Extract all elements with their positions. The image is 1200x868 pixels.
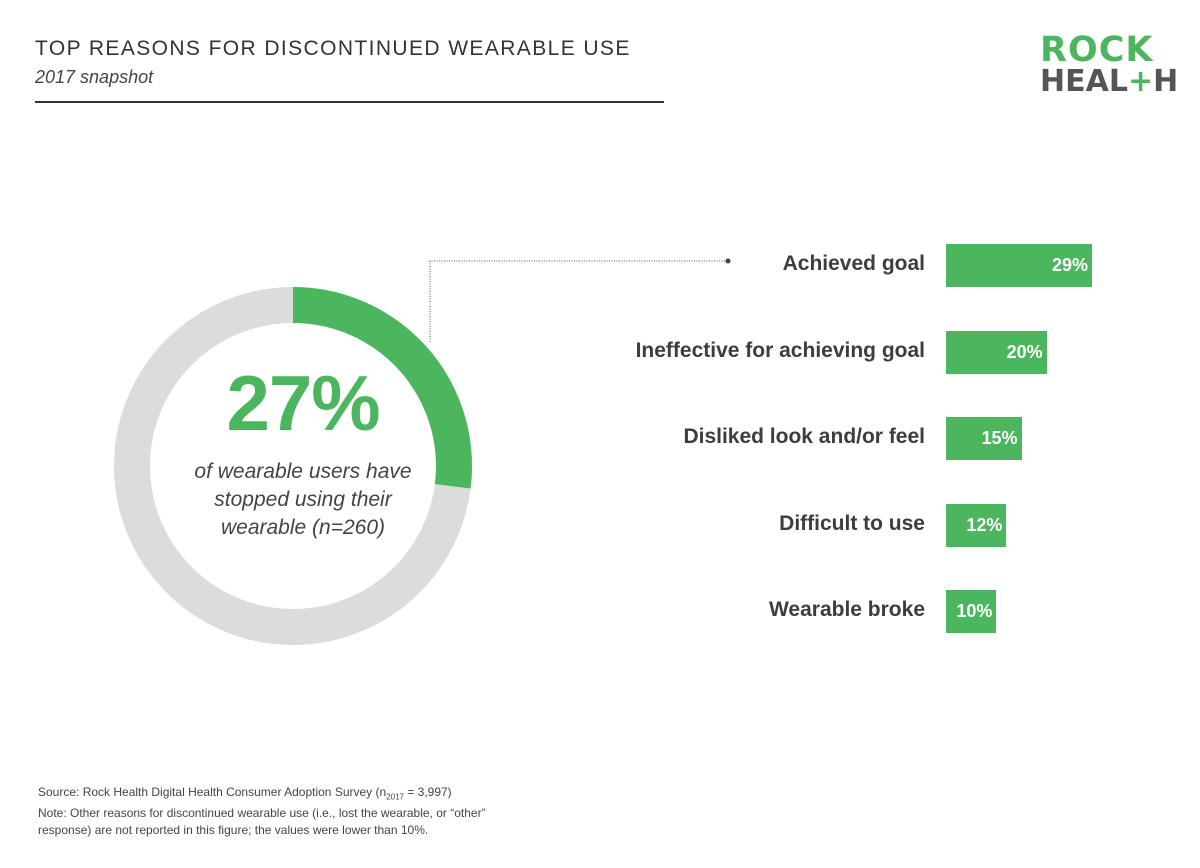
chart-title: TOP REASONS FOR DISCONTINUED WEARABLE US… [35,37,631,60]
logo-health-text: HEAL+H [1040,64,1178,99]
bar-value-label: 10% [956,601,993,621]
bar-label: Wearable broke [768,598,925,621]
donut-caption: of wearable users have stopped using the… [163,458,443,542]
logo-rock-text: ROCK [1040,30,1154,70]
source-text-end: = 3,997) [403,785,452,799]
source-text: Source: Rock Health Digital Health Consu… [38,785,387,799]
note-line: Note: Other reasons for discontinued wea… [38,806,486,821]
bar: 10% [946,590,997,633]
logo-plus-icon: + [1127,64,1154,99]
donut-percentage: 27% [226,359,380,447]
bar-value-label: 29% [1051,255,1088,275]
bar: 20% [946,330,1047,374]
bar-label: Achieved goal [782,252,925,275]
rock-health-logo: ROCK HEAL+H [1040,30,1178,99]
source-note: Source: Rock Health Digital Health Consu… [38,784,486,805]
note-line: response) are not reported in this figur… [38,823,429,838]
donut-caption-line: wearable (n=260) [220,516,386,539]
bar-label: Disliked look and/or feel [683,425,925,448]
donut-caption-line: of wearable users have [194,460,412,483]
donut-caption-line: stopped using their [214,488,392,511]
bar-value-label: 20% [1006,341,1043,362]
donut-chart [114,287,472,645]
bar-label: Ineffective for achieving goal [635,338,925,362]
footnote: Source: Rock Health Digital Health Consu… [38,784,486,839]
logo-heal-text: HEAL [1040,64,1128,99]
header-divider [35,101,664,103]
bar-value-label: 12% [966,514,1003,535]
bar: 12% [946,503,1007,547]
donut-ring-segment [114,287,472,645]
source-subscript: 2017 [386,792,404,802]
logo-h-text: H [1153,64,1179,99]
bar: 15% [946,417,1022,460]
bar-value-label: 15% [981,428,1018,448]
bar: 29% [946,244,1092,287]
bar-label: Difficult to use [779,511,925,535]
chart-subtitle: 2017 snapshot [35,67,154,87]
